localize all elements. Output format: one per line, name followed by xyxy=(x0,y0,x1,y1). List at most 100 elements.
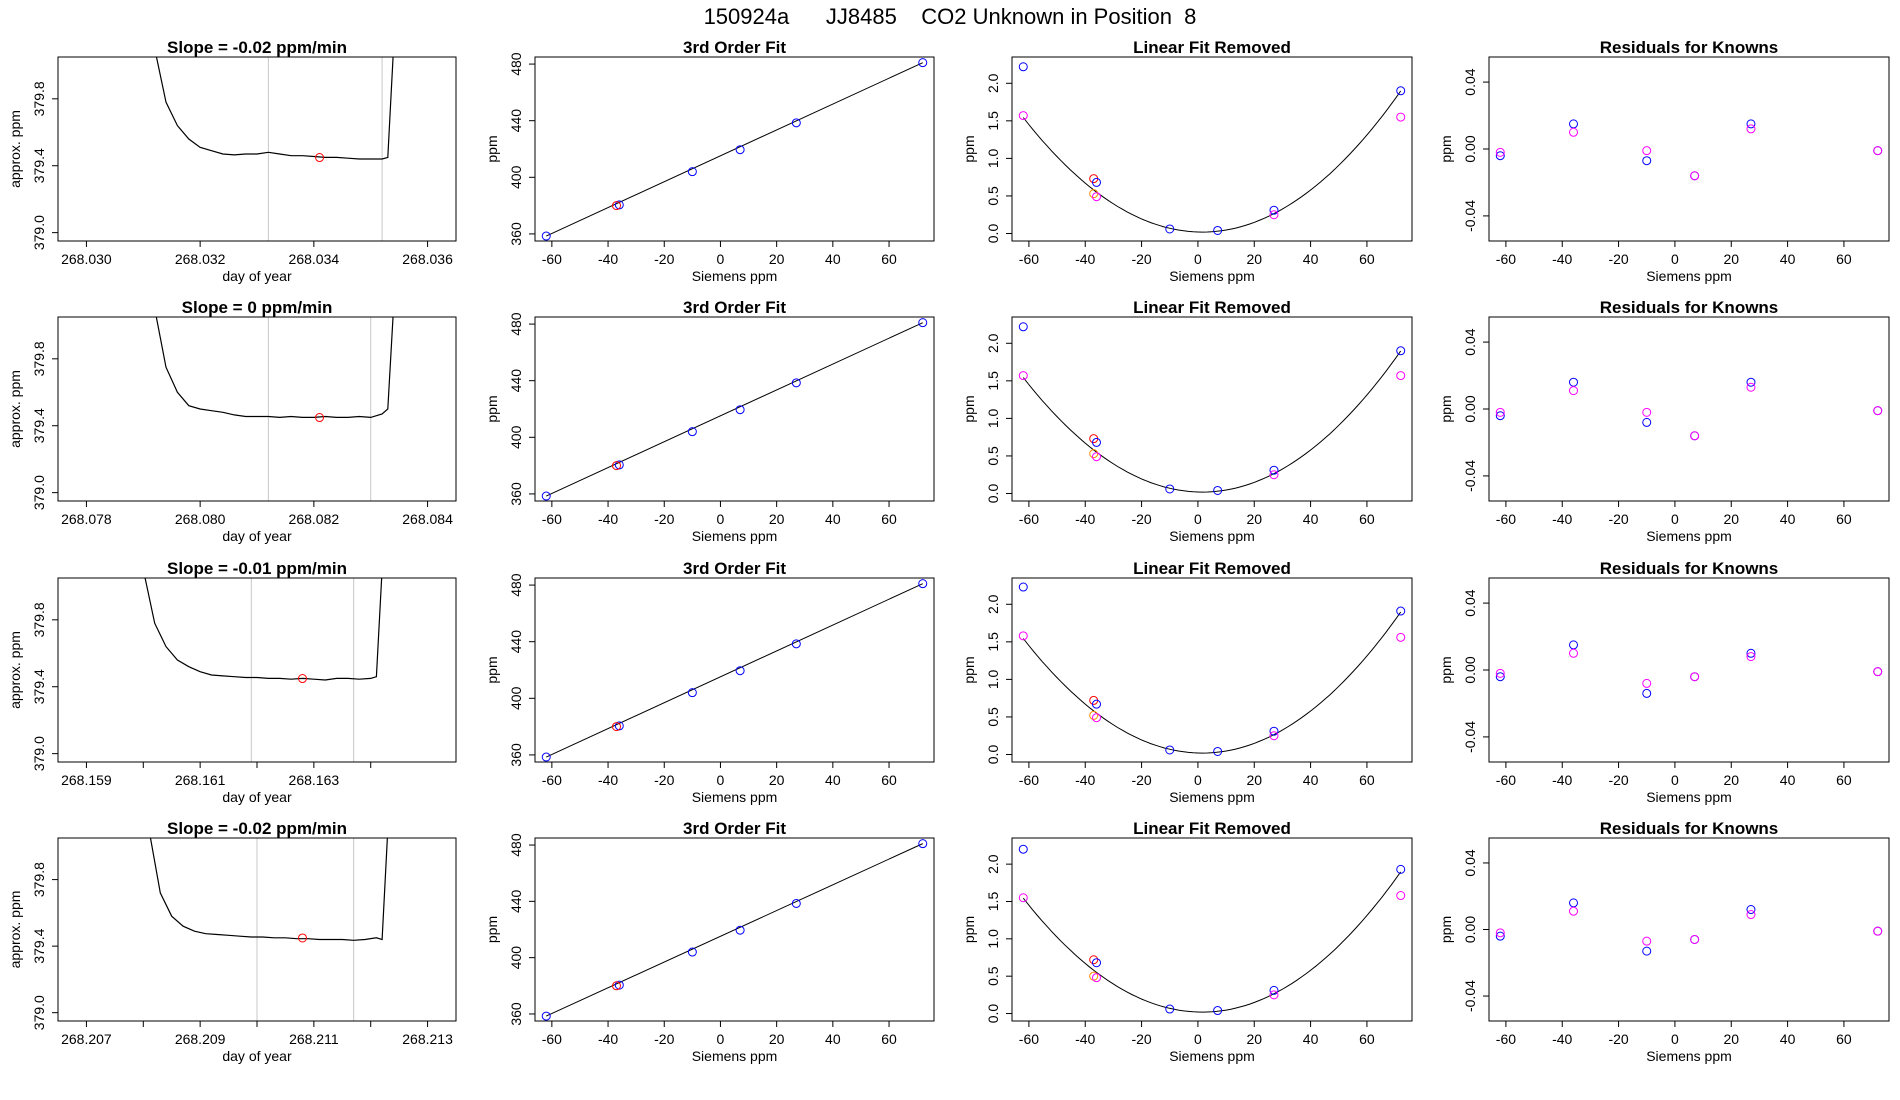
y-tick-label: 0.04 xyxy=(1462,589,1478,616)
y-axis-label: approx. ppm xyxy=(7,891,23,969)
data-point xyxy=(1642,407,1652,417)
y-tick-label: 0.0 xyxy=(985,1004,1001,1024)
data-point xyxy=(687,427,697,437)
data-point xyxy=(1396,371,1406,381)
data-point xyxy=(1746,382,1756,392)
y-tick-label: 480 xyxy=(508,833,524,857)
plot-area xyxy=(1018,844,1406,1016)
y-axis-label: ppm xyxy=(484,916,500,943)
y-tick-label: 400 xyxy=(508,165,524,189)
x-tick-label: 0 xyxy=(717,772,725,788)
data-point xyxy=(1873,146,1883,156)
y-tick-label: 1.5 xyxy=(985,371,1001,391)
x-axis-label: Siemens ppm xyxy=(692,528,778,544)
data-point xyxy=(1269,990,1279,1000)
data-point xyxy=(1269,470,1279,480)
x-tick-label: 0 xyxy=(1194,1031,1202,1047)
fit-curve xyxy=(1022,350,1402,493)
x-tick-label: -40 xyxy=(1552,1031,1572,1047)
panel-4-3: Linear Fit Removed -60 -40 -20 0 20 40 60 0.0 0.5… xyxy=(961,819,1413,1064)
x-tick-label: -60 xyxy=(1496,511,1516,527)
y-tick-label: 360 xyxy=(508,222,524,246)
x-tick-label: -60 xyxy=(1019,1031,1039,1047)
data-point xyxy=(1642,688,1652,698)
x-axis-label: Siemens ppm xyxy=(1169,268,1255,284)
y-tick-label: 360 xyxy=(508,1002,524,1026)
data-point xyxy=(1396,864,1406,874)
y-tick-label: 360 xyxy=(508,482,524,506)
panel-title: Slope = -0.02 ppm/min xyxy=(167,38,347,57)
x-tick-label: 60 xyxy=(1359,772,1375,788)
panel-title: Residuals for Knowns xyxy=(1600,38,1779,57)
data-point xyxy=(1873,926,1883,936)
x-tick-label: 20 xyxy=(769,511,785,527)
y-axis-label: ppm xyxy=(1438,135,1454,162)
plot-area xyxy=(1018,322,1406,495)
data-point xyxy=(1018,322,1028,332)
data-point xyxy=(1569,377,1579,387)
y-tick-label: 0.5 xyxy=(985,966,1001,986)
x-tick-label: 40 xyxy=(1303,1031,1319,1047)
y-tick-label: 0.04 xyxy=(1462,68,1478,95)
x-tick-label: 20 xyxy=(1246,511,1262,527)
panel-title: Slope = 0 ppm/min xyxy=(182,298,333,317)
y-tick-label: -0.04 xyxy=(1462,460,1478,492)
y-axis-label: ppm xyxy=(1438,395,1454,422)
x-tick-label: 0 xyxy=(1671,772,1679,788)
x-tick-label: -60 xyxy=(1496,1031,1516,1047)
data-point xyxy=(1746,124,1756,134)
panel-title: 3rd Order Fit xyxy=(683,298,786,317)
x-tick-label: -40 xyxy=(1075,1031,1095,1047)
panel-3-1: Slope = -0.01 ppm/min 268.159 268.161 268.1… xyxy=(7,559,457,805)
y-axis-label: approx. ppm xyxy=(7,631,23,709)
data-point xyxy=(1092,973,1102,983)
data-point xyxy=(1873,406,1883,416)
x-tick-label: 20 xyxy=(1723,772,1739,788)
plot-area xyxy=(1495,898,1883,956)
x-tick-label: 0 xyxy=(1194,772,1202,788)
y-tick-label: 0.04 xyxy=(1462,328,1478,355)
plot-frame xyxy=(1011,56,1413,242)
x-tick-label: 40 xyxy=(1303,511,1319,527)
x-axis-label: day of year xyxy=(222,528,292,544)
plot-area xyxy=(144,578,383,762)
y-axis-label: ppm xyxy=(1438,916,1454,943)
y-tick-label: 440 xyxy=(508,889,524,913)
panel-2-1: Slope = 0 ppm/min 268.078 268.080 268.082 26… xyxy=(7,298,457,544)
x-tick-label: 60 xyxy=(1836,772,1852,788)
data-point xyxy=(1269,985,1279,995)
y-tick-label: 1.5 xyxy=(985,111,1001,131)
data-point xyxy=(1213,746,1223,756)
x-tick-label: 40 xyxy=(1780,511,1796,527)
panel-title: 3rd Order Fit xyxy=(683,819,786,838)
y-tick-label: 1.0 xyxy=(985,408,1001,428)
x-tick-label: -60 xyxy=(542,251,562,267)
x-tick-label: -20 xyxy=(1608,772,1628,788)
data-point xyxy=(1746,652,1756,662)
x-tick-label: -60 xyxy=(542,1031,562,1047)
x-tick-label: 20 xyxy=(769,251,785,267)
data-point xyxy=(1690,672,1700,682)
y-axis-label: ppm xyxy=(961,916,977,943)
data-point xyxy=(541,1011,551,1021)
y-tick-label: 379.0 xyxy=(31,475,47,510)
mean-point xyxy=(297,674,307,684)
data-point xyxy=(1269,205,1279,215)
plot-frame xyxy=(57,577,457,763)
x-tick-label: -20 xyxy=(654,511,674,527)
data-point xyxy=(1396,346,1406,356)
y-tick-label: 440 xyxy=(508,369,524,393)
data-point xyxy=(1018,371,1028,381)
data-point xyxy=(1018,631,1028,641)
y-tick-label: 379.4 xyxy=(31,408,47,443)
plot-area xyxy=(1495,377,1883,441)
plot-frame xyxy=(57,316,457,502)
plot-frame xyxy=(534,837,935,1022)
panel-1-4: Residuals for Knowns -60 -40 -20 0 20 40 60 -0.0… xyxy=(1438,38,1890,284)
x-tick-label: 268.078 xyxy=(61,511,112,527)
data-point xyxy=(687,167,697,177)
data-series xyxy=(155,57,394,160)
x-tick-label: -60 xyxy=(1019,251,1039,267)
x-axis-label: Siemens ppm xyxy=(1169,528,1255,544)
y-tick-label: 440 xyxy=(508,630,524,654)
